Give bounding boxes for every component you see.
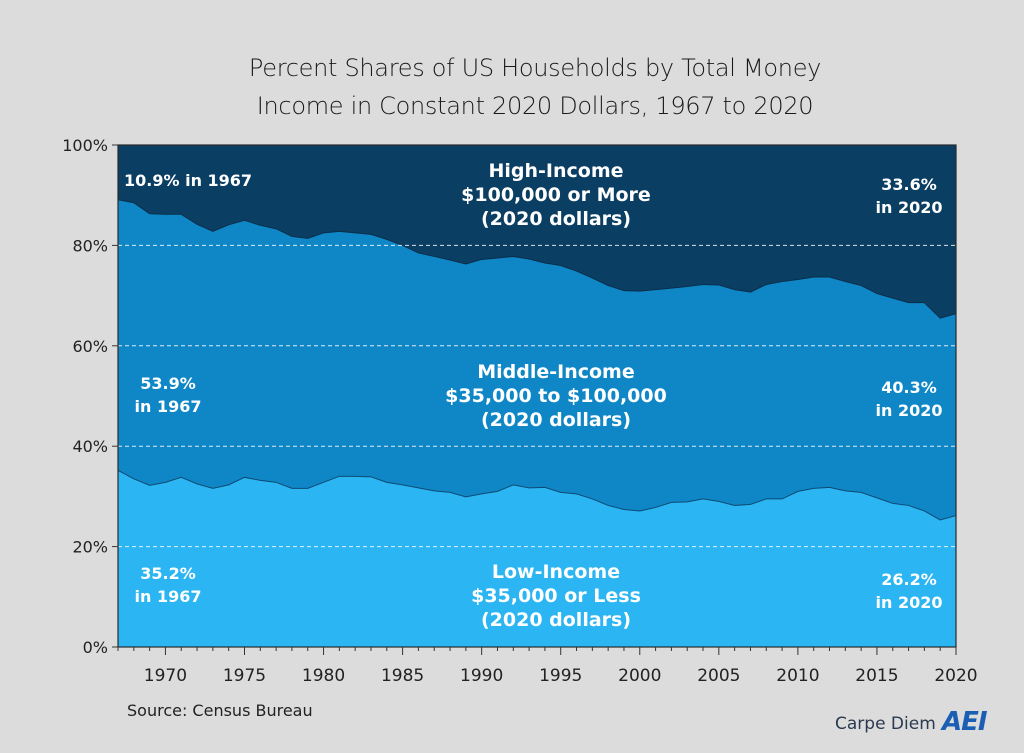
annotation-middle-right: 40.3% bbox=[881, 378, 937, 397]
x-tick-label: 1990 bbox=[460, 666, 503, 686]
y-tick-label: 80% bbox=[72, 236, 108, 255]
y-tick-label: 40% bbox=[72, 437, 108, 456]
x-tick-label: 1995 bbox=[539, 666, 582, 686]
annotation-middle-center: (2020 dollars) bbox=[481, 409, 631, 431]
annotation-middle-left: 53.9% bbox=[140, 374, 196, 393]
annotation-low-left: in 1967 bbox=[135, 587, 202, 606]
annotation-high-center: High-Income bbox=[488, 160, 623, 182]
x-tick-label: 2010 bbox=[776, 666, 819, 686]
annotation-high-left: 10.9% in 1967 bbox=[124, 171, 252, 190]
annotation-low-left: 35.2% bbox=[140, 564, 196, 583]
annotation-high-right: in 2020 bbox=[876, 198, 943, 217]
y-tick-label: 60% bbox=[72, 337, 108, 356]
annotation-high-center: $100,000 or More bbox=[461, 184, 651, 206]
annotation-low-center: $35,000 or Less bbox=[471, 585, 641, 607]
annotation-middle-left: in 1967 bbox=[135, 397, 202, 416]
x-tick-label: 2015 bbox=[855, 666, 898, 686]
annotation-low-right: 26.2% bbox=[881, 570, 937, 589]
annotation-low-center: Low-Income bbox=[492, 561, 620, 583]
chart-title-line-1: Percent Shares of US Households by Total… bbox=[248, 54, 822, 82]
annotation-middle-right: in 2020 bbox=[876, 401, 943, 420]
y-tick-label: 100% bbox=[62, 136, 108, 155]
y-tick-label: 20% bbox=[72, 538, 108, 557]
x-tick-label: 1970 bbox=[144, 666, 187, 686]
x-tick-label: 2000 bbox=[618, 666, 661, 686]
source-note: Source: Census Bureau bbox=[127, 701, 313, 720]
annotation-middle-center: Middle-Income bbox=[477, 361, 635, 383]
x-tick-label: 1975 bbox=[223, 666, 266, 686]
x-tick-label: 1985 bbox=[381, 666, 424, 686]
annotation-high-right: 33.6% bbox=[881, 175, 937, 194]
chart-title-line-2: Income in Constant 2020 Dollars, 1967 to… bbox=[256, 92, 814, 120]
plot-border bbox=[117, 144, 957, 648]
y-tick-label: 0% bbox=[83, 638, 108, 657]
annotation-high-center: (2020 dollars) bbox=[481, 208, 631, 230]
x-tick-label: 2005 bbox=[697, 666, 740, 686]
annotation-middle-center: $35,000 to $100,000 bbox=[445, 385, 667, 407]
annotation-low-right: in 2020 bbox=[876, 593, 943, 612]
brand-text: Carpe Diem bbox=[835, 714, 936, 734]
x-tick-label: 2020 bbox=[934, 666, 977, 686]
annotation-low-center: (2020 dollars) bbox=[481, 609, 631, 631]
low-income-area bbox=[117, 469, 957, 648]
x-tick-label: 1980 bbox=[302, 666, 345, 686]
aei-logo: AEI bbox=[942, 707, 988, 737]
